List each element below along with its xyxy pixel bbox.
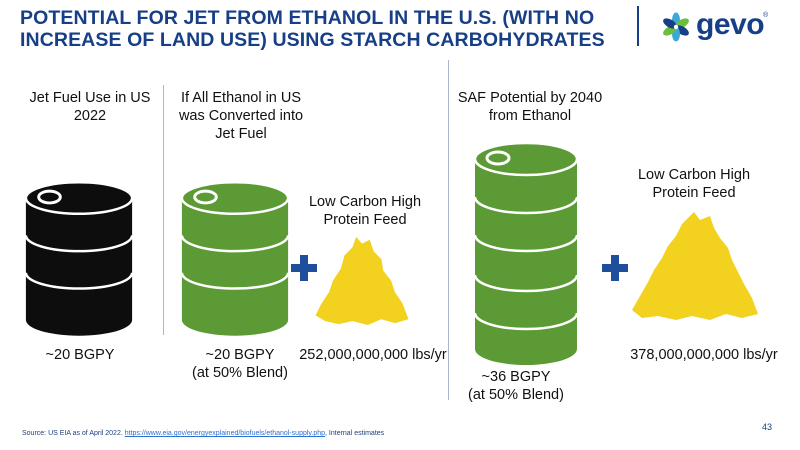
column-divider-2 [448,60,449,400]
saf-2040-header: SAF Potential by 2040 from Ethanol [457,90,603,124]
source-footer: Source: US EIA as of April 2022. https:/… [22,430,384,437]
large-green-barrel-icon [473,141,579,365]
logo-text: gevo [696,8,765,41]
jet-fuel-header: Jet Fuel Use in US 2022 [29,90,151,124]
plus-icon [602,255,628,281]
saf-2040-value: ~36 BGPY (at 50% Blend) [468,369,564,403]
title-line-2: INCREASE OF LAND USE) USING STARCH CARBO… [20,29,605,51]
protein-feed-label-2: Low Carbon High Protein Feed [637,167,751,201]
protein-feed-pile-icon [632,212,758,320]
protein-feed-value-2: 378,000,000,000 lbs/yr [630,347,778,363]
protein-feed-value-1: 252,000,000,000 lbs/yr [299,347,447,363]
title-line-1: POTENTIAL FOR JET FROM ETHANOL IN THE U.… [20,7,595,29]
slide-title: POTENTIAL FOR JET FROM ETHANOL IN THE U.… [20,7,635,51]
ethanol-converted-value: ~20 BGPY (at 50% Blend) [192,347,288,381]
jet-fuel-value: ~20 BGPY [45,347,115,363]
green-barrel-icon [180,181,290,336]
plus-icon [291,255,317,281]
ethanol-converted-header: If All Ethanol in US was Converted into … [178,90,304,142]
black-barrel-icon [24,181,134,336]
gevo-logo: gevo ® [660,8,780,44]
protein-feed-label-1: Low Carbon High Protein Feed [308,194,422,228]
column-divider-1 [163,85,164,335]
gevo-leaf-logo-icon [663,12,689,42]
footer-prefix: Source: US EIA as of April 2022. [22,430,125,437]
source-link[interactable]: https://www.eia.gov/energyexplained/biof… [124,430,326,437]
page-number: 43 [762,422,773,432]
protein-feed-pile-icon [315,236,409,326]
title-divider [637,6,639,46]
logo-trademark: ® [763,12,769,19]
footer-suffix: , Internal estimates [325,430,385,437]
